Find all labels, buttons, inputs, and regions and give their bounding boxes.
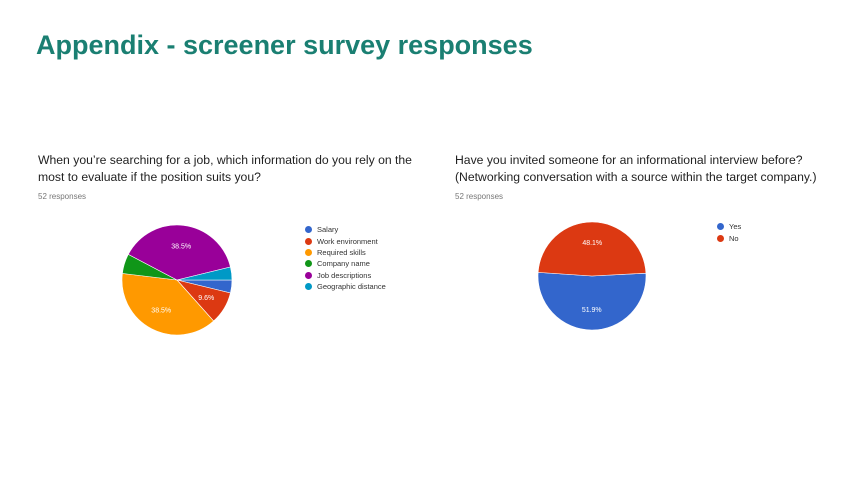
chart-title: When you’re searching for a job, which i… (38, 153, 412, 184)
pie-slice-no (537, 221, 647, 277)
legend-swatch (305, 271, 312, 279)
chart-panel-informational-interview: Have you invited someone for an informat… (455, 152, 835, 352)
pie-slice-yes (537, 272, 647, 331)
pie-slice-required-skills (121, 273, 215, 336)
legend-swatch (717, 234, 724, 242)
legend-label: Work environment (317, 236, 378, 246)
slice-label-job-descriptions: 38.5% (171, 244, 191, 251)
legend-label: Required skills (317, 247, 366, 257)
legend-swatch (305, 237, 312, 245)
legend-item-work-environment: Work environment (305, 235, 386, 246)
response-count: 52 responses (455, 192, 504, 201)
chart-legend: Salary Work environment Required skills Com… (305, 224, 386, 292)
slice-label-yes: 51.9% (582, 307, 602, 314)
legend-item-no: No (717, 232, 741, 243)
legend-item-geographic-distance: Geographic distance (305, 281, 386, 292)
legend-item-salary: Salary (305, 224, 386, 235)
chart-title: Have you invited someone for an informat… (455, 153, 817, 184)
legend-label: Job descriptions (317, 270, 372, 280)
pie-slice-job-descriptions (127, 224, 231, 281)
slide-title: Appendix - screener survey responses (36, 30, 533, 60)
pie-slice-geographic-distance (176, 266, 233, 281)
legend-item-company-name: Company name (305, 258, 386, 269)
legend-swatch (717, 223, 724, 231)
slice-label-required-skills: 38.5% (151, 308, 171, 315)
legend-label: Yes (729, 222, 742, 232)
legend-label: Company name (317, 259, 370, 269)
response-count: 52 responses (38, 192, 87, 201)
slice-label-work-environment: 9.6% (198, 295, 214, 302)
slice-label-no: 48.1% (582, 240, 602, 247)
legend-item-required-skills: Required skills (305, 247, 386, 258)
chart-panel-job-info: When you’re searching for a job, which i… (38, 152, 428, 352)
legend-swatch (305, 283, 312, 291)
legend-item-yes: Yes (717, 221, 741, 232)
pie-chart-informational-interview: 51.9% 48.1% (537, 221, 647, 331)
legend-item-job-descriptions: Job descriptions (305, 270, 386, 281)
legend-label: Salary (317, 225, 339, 235)
legend-label: No (729, 233, 739, 243)
legend-swatch (305, 226, 312, 234)
legend-swatch (305, 260, 312, 268)
legend-swatch (305, 248, 312, 256)
pie-chart-job-info: 9.6% 38.5% 38.5% (121, 224, 233, 336)
chart-legend: Yes No (717, 221, 741, 244)
legend-label: Geographic distance (317, 282, 386, 292)
